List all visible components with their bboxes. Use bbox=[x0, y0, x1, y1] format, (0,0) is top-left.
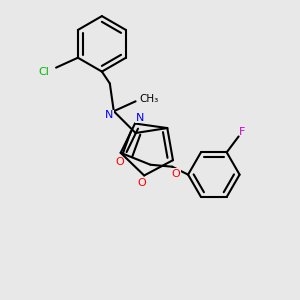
Text: CH₃: CH₃ bbox=[140, 94, 159, 104]
Text: N: N bbox=[136, 112, 144, 123]
Text: O: O bbox=[138, 178, 147, 188]
Text: Cl: Cl bbox=[39, 67, 50, 76]
Text: O: O bbox=[116, 157, 124, 167]
Text: F: F bbox=[239, 127, 246, 136]
Text: N: N bbox=[105, 110, 113, 120]
Text: O: O bbox=[172, 169, 181, 178]
